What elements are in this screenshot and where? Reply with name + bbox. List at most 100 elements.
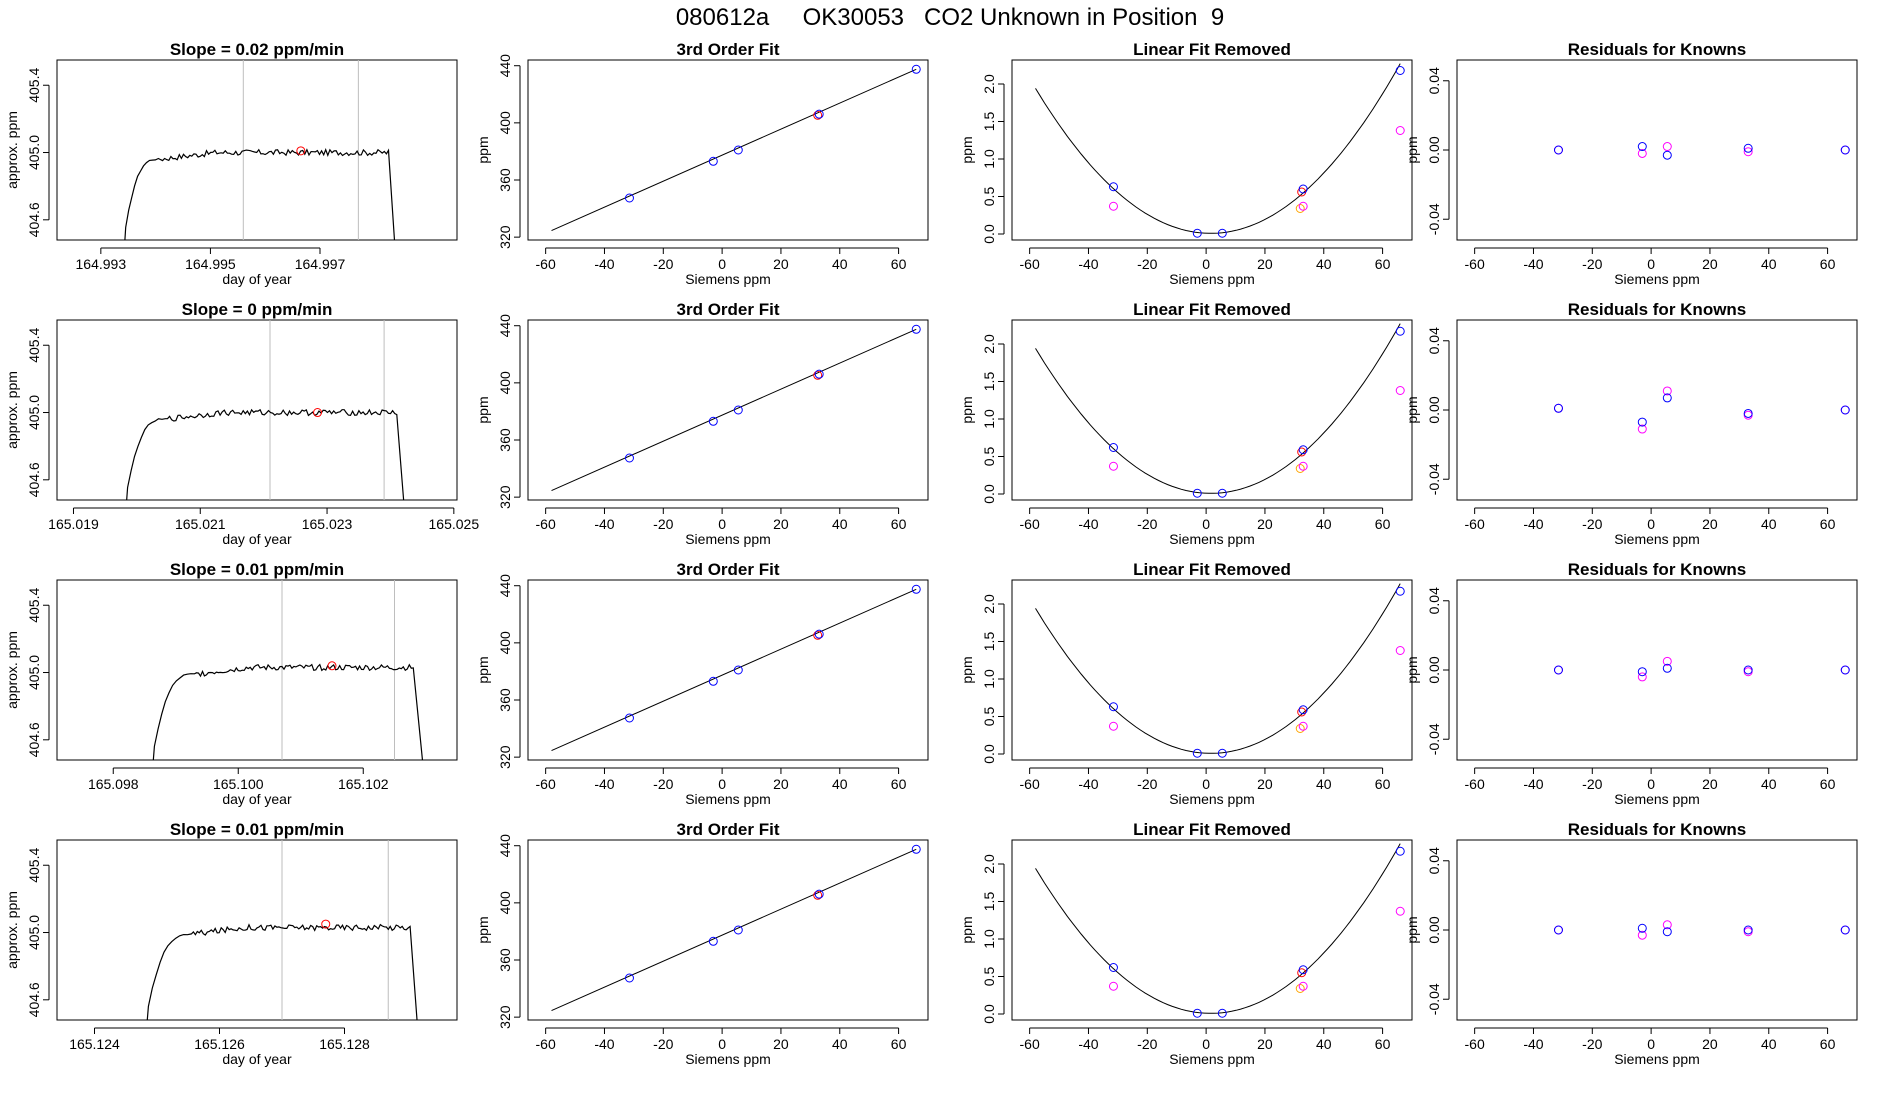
x-tick-label: 40 bbox=[1761, 776, 1777, 792]
data-point bbox=[1743, 410, 1753, 420]
panel-title: 3rd Order Fit bbox=[677, 820, 780, 839]
x-tick-label: -20 bbox=[1582, 776, 1602, 792]
y-axis-label: ppm bbox=[1404, 656, 1420, 683]
y-tick-label: 400 bbox=[497, 891, 513, 915]
x-tick-label: 40 bbox=[1316, 516, 1332, 532]
data-point bbox=[733, 145, 743, 155]
panel-title: Linear Fit Removed bbox=[1133, 300, 1291, 319]
data-point bbox=[1662, 656, 1672, 666]
panel-row1-col3: Linear Fit Removed -60 -40 -20 0 20 40 60 Siemen… bbox=[959, 40, 1413, 287]
x-tick-label: 20 bbox=[1257, 516, 1273, 532]
data-point bbox=[1395, 586, 1405, 596]
y-tick-label: 404.6 bbox=[26, 982, 42, 1017]
data-point bbox=[1108, 201, 1118, 211]
data-point bbox=[1192, 488, 1202, 498]
x-tick-label: 60 bbox=[891, 1036, 907, 1052]
y-tick-label: 405.4 bbox=[26, 68, 42, 103]
data-point bbox=[1298, 705, 1308, 715]
y-tick-label: 405.0 bbox=[26, 915, 42, 950]
x-tick-label: 20 bbox=[1257, 1036, 1273, 1052]
panel-title: Slope = 0 ppm/min bbox=[182, 300, 333, 319]
data-point bbox=[1637, 667, 1647, 677]
y-tick-label: 1.0 bbox=[981, 149, 997, 169]
x-tick-label: 40 bbox=[1761, 256, 1777, 272]
x-axis-label: Siemens ppm bbox=[1169, 791, 1255, 807]
data-point bbox=[1743, 147, 1753, 157]
x-tick-label: -60 bbox=[536, 776, 556, 792]
data-point bbox=[1395, 646, 1405, 655]
page-title: 080612a OK30053 CO2 Unknown in Position … bbox=[675, 4, 1225, 31]
plot-frame bbox=[56, 839, 458, 1021]
x-tick-label: 60 bbox=[891, 256, 907, 272]
data-point bbox=[1108, 182, 1118, 192]
panel-row1-col2: 3rd Order Fit -60 -40 -20 0 20 40 60 Siemens ppm… bbox=[475, 40, 929, 287]
y-tick-label: 440 bbox=[497, 574, 513, 598]
x-tick-label: 0 bbox=[1647, 1036, 1655, 1052]
y-axis: 0.0 0.5 1.0 1.5 2.0 ppm bbox=[959, 854, 1005, 1024]
data-point bbox=[1295, 204, 1305, 213]
plot-area bbox=[551, 844, 921, 1012]
x-axis: -60 -40 -20 0 20 40 60 Siemens ppm bbox=[1020, 247, 1391, 287]
data-point bbox=[813, 630, 823, 640]
x-axis: -60 -40 -20 0 20 40 60 Siemens ppm bbox=[1465, 1027, 1836, 1067]
mean-marker bbox=[313, 408, 323, 418]
y-tick-label: -0.04 bbox=[1426, 723, 1442, 755]
plot-frame bbox=[1011, 579, 1413, 761]
x-tick-label: 165.019 bbox=[48, 516, 99, 532]
panel-row2-col1: Slope = 0 ppm/min 165.019 165.021 165.023 16… bbox=[4, 300, 479, 547]
data-point bbox=[1840, 925, 1850, 935]
x-axis: 165.098 165.100 165.102 day of year bbox=[88, 767, 389, 807]
x-tick-label: -40 bbox=[1078, 776, 1098, 792]
y-tick-label: 360 bbox=[497, 168, 513, 192]
data-point bbox=[1637, 923, 1647, 933]
plot-frame bbox=[56, 579, 458, 761]
data-point bbox=[1295, 464, 1305, 473]
panel-title: Residuals for Knowns bbox=[1568, 820, 1747, 839]
x-axis-label: Siemens ppm bbox=[685, 271, 771, 287]
x-tick-label: 0 bbox=[718, 516, 726, 532]
data-point bbox=[1662, 663, 1672, 673]
x-axis: -60 -40 -20 0 20 40 60 Siemens ppm bbox=[536, 767, 907, 807]
x-tick-label: -60 bbox=[1465, 516, 1485, 532]
plot-area bbox=[1035, 583, 1405, 758]
panel-row1-col4: Residuals for Knowns -60 -40 -20 0 20 40 60 Siem… bbox=[1404, 40, 1858, 287]
panel-title: 3rd Order Fit bbox=[677, 300, 780, 319]
x-tick-label: 60 bbox=[1375, 516, 1391, 532]
panel-title: Slope = 0.01 ppm/min bbox=[170, 820, 344, 839]
y-tick-label: 0.00 bbox=[1426, 916, 1442, 943]
data-point bbox=[733, 405, 743, 415]
y-axis-label: approx. ppm bbox=[4, 631, 20, 709]
plot-frame bbox=[1011, 59, 1413, 241]
plot-area bbox=[126, 320, 405, 500]
x-tick-label: 20 bbox=[773, 256, 789, 272]
x-tick-label: 165.102 bbox=[338, 776, 389, 792]
x-tick-label: -40 bbox=[1523, 776, 1543, 792]
x-tick-label: -60 bbox=[536, 1036, 556, 1052]
panel-title: 3rd Order Fit bbox=[677, 560, 780, 579]
y-tick-label: 405.4 bbox=[26, 588, 42, 623]
data-point bbox=[1743, 667, 1753, 677]
x-axis: 165.019 165.021 165.023 165.025 day of year bbox=[48, 507, 479, 547]
x-tick-label: 40 bbox=[832, 1036, 848, 1052]
data-point bbox=[911, 64, 921, 74]
x-tick-label: 0 bbox=[1647, 516, 1655, 532]
y-axis-label: ppm bbox=[1404, 136, 1420, 163]
y-axis: 320 360 400 440 ppm bbox=[475, 54, 521, 249]
y-axis: -0.04 0.00 0.04 ppm bbox=[1404, 327, 1450, 495]
data-point bbox=[1298, 461, 1308, 471]
x-axis-label: day of year bbox=[222, 271, 292, 287]
y-tick-label: 440 bbox=[497, 54, 513, 78]
data-point bbox=[813, 890, 823, 900]
x-tick-label: 20 bbox=[773, 1036, 789, 1052]
x-tick-label: 0 bbox=[718, 776, 726, 792]
data-point bbox=[1298, 965, 1308, 975]
data-point bbox=[1662, 920, 1672, 930]
data-point bbox=[1840, 405, 1850, 415]
y-axis-label: ppm bbox=[1404, 396, 1420, 423]
data-point bbox=[733, 665, 743, 675]
panel-row2-col4: Residuals for Knowns -60 -40 -20 0 20 40 60 Siem… bbox=[1404, 300, 1858, 547]
panel-title: Residuals for Knowns bbox=[1568, 300, 1747, 319]
ppm-trace bbox=[152, 663, 424, 760]
panel-row4-col4: Residuals for Knowns -60 -40 -20 0 20 40 60 Siem… bbox=[1404, 820, 1858, 1067]
x-axis: -60 -40 -20 0 20 40 60 Siemens ppm bbox=[536, 507, 907, 547]
